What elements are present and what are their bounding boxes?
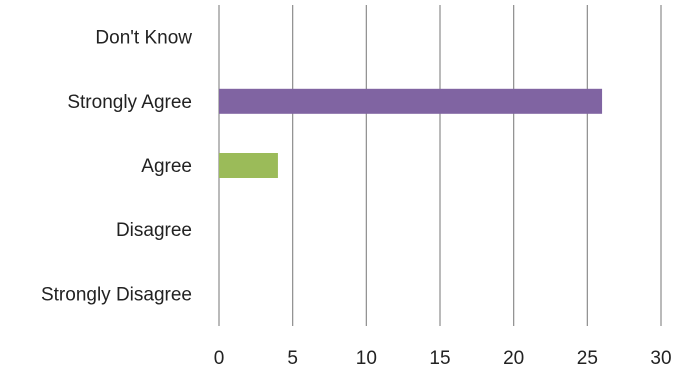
x-tick-label: 5 (287, 348, 298, 369)
category-label: Strongly Agree (67, 92, 192, 113)
category-label: Don't Know (95, 28, 192, 49)
x-tick-label: 25 (577, 348, 598, 369)
category-label: Agree (141, 156, 192, 177)
x-tick-label: 30 (650, 348, 671, 369)
x-tick-labels: 0 5 10 15 20 25 30 (214, 348, 672, 369)
bar (219, 153, 278, 178)
category-label: Strongly Disagree (41, 284, 192, 305)
category-label: Disagree (116, 220, 192, 241)
category-labels: Don't Know Strongly Agree Agree Disagree Str… (41, 28, 192, 306)
bar (219, 88, 603, 114)
bars (219, 88, 603, 178)
x-tick-label: 20 (503, 348, 524, 369)
x-tick-label: 10 (356, 348, 377, 369)
x-tick-label: 0 (214, 348, 225, 369)
gridlines (218, 5, 662, 326)
x-tick-label: 15 (429, 348, 450, 369)
